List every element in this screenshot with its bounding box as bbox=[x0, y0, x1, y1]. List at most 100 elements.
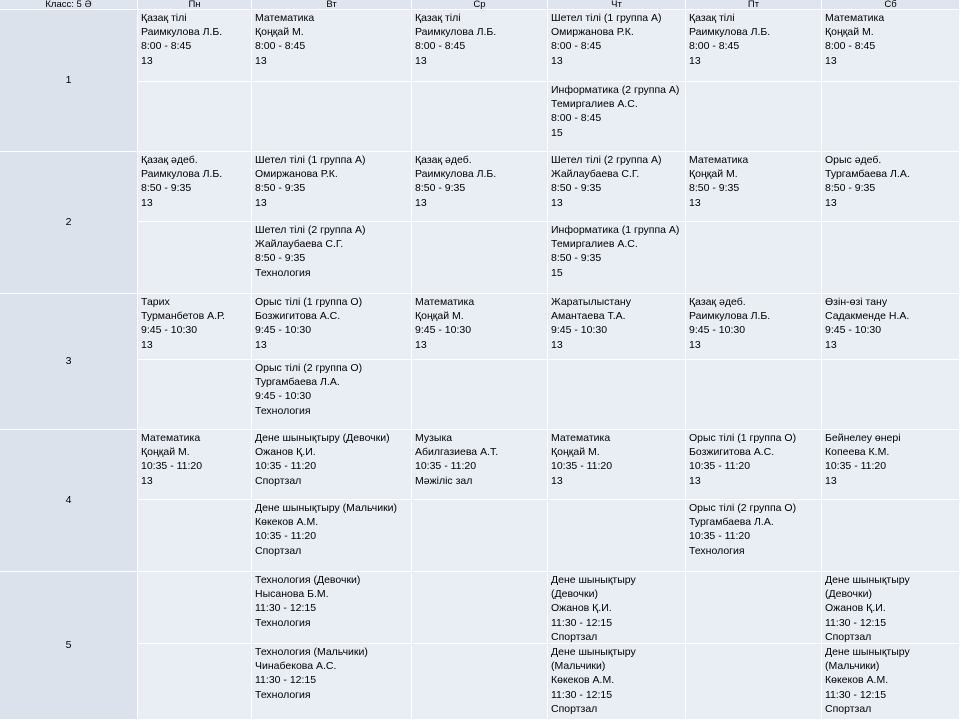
lesson-cell: Шетел тілі (1 группа А) Омиржанова Р.К. 8:… bbox=[252, 152, 412, 222]
lesson-cell bbox=[138, 222, 252, 294]
lesson-cell bbox=[548, 500, 686, 572]
cell-line: 8:00 - 8:45 bbox=[141, 40, 192, 53]
cell-line: 13 bbox=[825, 54, 837, 67]
cell-line: 8:50 - 9:35 bbox=[415, 182, 466, 195]
cell-line: 11:30 - 12:15 bbox=[255, 674, 317, 687]
cell-line: 8:00 - 8:45 bbox=[825, 40, 876, 53]
cell-line: Ожанов Қ.И. bbox=[825, 602, 886, 615]
lesson-cell: Дене шынықтыру (Мальчики) Көкеков А.М. 11:3… bbox=[548, 644, 686, 720]
cell-line: 13 bbox=[825, 196, 837, 209]
cell-line: 13 bbox=[141, 338, 153, 351]
day-header: Сб bbox=[822, 0, 960, 10]
lesson-cell: Математика Қоңқай М. 8:00 - 8:45 13 bbox=[252, 10, 412, 82]
lesson-cell bbox=[822, 360, 960, 430]
cell-line: Жаратылыстану bbox=[551, 296, 631, 308]
lesson-cell bbox=[138, 82, 252, 152]
cell-line: Көкеков А.М. bbox=[825, 674, 889, 687]
lesson-number: 2 bbox=[0, 152, 138, 294]
lesson-cell: Дене шынықтыру (Девочки) Ожанов Қ.И. 11:30 … bbox=[822, 572, 960, 644]
lesson-cell: Дене шынықтыру (Мальчики) Көкеков А.М. 11:3… bbox=[822, 644, 960, 720]
cell-line: Шетел тілі (1 группа А) bbox=[255, 154, 366, 166]
lesson-cell: Орыс тілі (2 группа О) Тургамбаева Л.А. 9:… bbox=[252, 360, 412, 430]
cell-line: Копеева К.М. bbox=[825, 446, 890, 459]
cell-line: Дене шынықтыру (Мальчики) bbox=[255, 502, 398, 514]
lesson-cell: Қазақ әдеб. Раимкулова Л.Б. 9:45 - 10:30 13 bbox=[686, 294, 822, 360]
lesson-cell bbox=[822, 500, 960, 572]
lesson-cell: Қазақ әдеб. Раимкулова Л.Б. 8:50 - 9:35 13 bbox=[412, 152, 548, 222]
cell-line: Қазақ тілі bbox=[415, 12, 461, 24]
cell-line: Спортзал bbox=[825, 630, 872, 643]
day-header: Чт bbox=[548, 0, 686, 10]
lesson-cell: Қазақ тілі Раимкулова Л.Б. 8:00 - 8:45 13 bbox=[686, 10, 822, 82]
lesson-cell: Информатика (2 группа А) Темиргалиев А.С.… bbox=[548, 82, 686, 152]
cell-line: Нысанова Б.М. bbox=[255, 588, 329, 601]
cell-line: 13 bbox=[551, 474, 563, 487]
cell-line: 8:00 - 8:45 bbox=[689, 40, 740, 53]
lesson-cell bbox=[138, 644, 252, 720]
cell-line: 15 bbox=[551, 126, 563, 139]
lesson-cell: Дене шынықтыру (Девочки) Ожанов Қ.И. 11:30 … bbox=[548, 572, 686, 644]
cell-line: Бейнелеу өнері bbox=[825, 432, 901, 444]
class-label: Класс: 5 Ә bbox=[0, 0, 138, 10]
cell-line: Темиргалиев А.С. bbox=[551, 238, 638, 251]
lesson-cell: Математика Қоңқай М. 8:00 - 8:45 13 bbox=[822, 10, 960, 82]
cell-line: Орыс тілі (1 группа О) bbox=[255, 296, 363, 308]
cell-line: 13 bbox=[141, 196, 153, 209]
cell-line: Қазақ тілі bbox=[689, 12, 735, 24]
cell-line: Қоңқай М. bbox=[415, 310, 464, 323]
lesson-cell: Шетел тілі (2 группа А) Жайлаубаева С.Г. 8… bbox=[252, 222, 412, 294]
cell-line: 9:45 - 10:30 bbox=[255, 390, 312, 403]
cell-line: 13 bbox=[689, 474, 701, 487]
lesson-cell bbox=[412, 360, 548, 430]
cell-line: 8:00 - 8:45 bbox=[551, 40, 602, 53]
lesson-cell: Жаратылыстану Амантаева Т.А. 9:45 - 10:30 1… bbox=[548, 294, 686, 360]
cell-line: 9:45 - 10:30 bbox=[551, 324, 608, 337]
cell-line: 10:35 - 11:20 bbox=[415, 460, 477, 473]
cell-line: (Мальчики) bbox=[551, 660, 606, 673]
lesson-number: 5 bbox=[0, 572, 138, 720]
cell-line: Қазақ әдеб. bbox=[415, 154, 472, 166]
cell-line: 13 bbox=[689, 196, 701, 209]
cell-line: Технология bbox=[255, 404, 311, 417]
cell-line: Орыс тілі (1 группа О) bbox=[689, 432, 797, 444]
lesson-cell: Технология (Девочки) Нысанова Б.М. 11:30 -… bbox=[252, 572, 412, 644]
lesson-cell: Қазақ тілі Раимкулова Л.Б. 8:00 - 8:45 13 bbox=[412, 10, 548, 82]
cell-line: 10:35 - 11:20 bbox=[689, 460, 751, 473]
cell-line: Дене шынықтыру bbox=[825, 646, 910, 658]
cell-line: Темиргалиев А.С. bbox=[551, 98, 638, 111]
cell-line: 10:35 - 11:20 bbox=[551, 460, 613, 473]
cell-line: Қоңқай М. bbox=[551, 446, 600, 459]
lesson-cell: Математика Қоңқай М. 9:45 - 10:30 13 bbox=[412, 294, 548, 360]
cell-line: 8:50 - 9:35 bbox=[255, 252, 306, 265]
day-header: Пт bbox=[686, 0, 822, 10]
cell-line: (Девочки) bbox=[551, 588, 598, 601]
cell-line: Раимкулова Л.Б. bbox=[415, 26, 497, 39]
day-header: Вт bbox=[252, 0, 412, 10]
lesson-cell bbox=[252, 82, 412, 152]
cell-line: Раимкулова Л.Б. bbox=[415, 168, 497, 181]
lesson-cell: Технология (Мальчики) Чинабекова А.С. 11:3… bbox=[252, 644, 412, 720]
cell-line: 8:00 - 8:45 bbox=[415, 40, 466, 53]
cell-line: Мәжіліс зал bbox=[415, 474, 473, 487]
cell-line: Шетел тілі (1 группа А) bbox=[551, 12, 662, 24]
lesson-cell: Шетел тілі (2 группа А) Жайлаубаева С.Г. 8… bbox=[548, 152, 686, 222]
cell-line: 8:50 - 9:35 bbox=[551, 182, 602, 195]
cell-line: Дене шынықтыру bbox=[551, 646, 636, 658]
cell-line: Қазақ тілі bbox=[141, 12, 187, 24]
cell-line: Дене шынықтыру bbox=[825, 574, 910, 586]
lesson-cell: Қазақ әдеб. Раимкулова Л.Б. 8:50 - 9:35 13 bbox=[138, 152, 252, 222]
cell-line: 8:00 - 8:45 bbox=[551, 112, 602, 125]
cell-line: Шетел тілі (2 группа А) bbox=[551, 154, 662, 166]
cell-line: Спортзал bbox=[551, 702, 598, 715]
lesson-cell: Информатика (1 группа А) Темиргалиев А.С.… bbox=[548, 222, 686, 294]
lesson-cell bbox=[548, 360, 686, 430]
cell-line: Технология bbox=[255, 688, 311, 701]
cell-line: Шетел тілі (2 группа А) bbox=[255, 224, 366, 236]
lesson-cell bbox=[686, 222, 822, 294]
cell-line: 11:30 - 12:15 bbox=[551, 616, 613, 629]
lesson-cell: Орыс әдеб. Тургамбаева Л.А. 8:50 - 9:35 13 bbox=[822, 152, 960, 222]
lesson-cell bbox=[138, 500, 252, 572]
lesson-cell: Дене шынықтыру (Мальчики) Көкеков А.М. 10:… bbox=[252, 500, 412, 572]
cell-line: 9:45 - 10:30 bbox=[415, 324, 472, 337]
